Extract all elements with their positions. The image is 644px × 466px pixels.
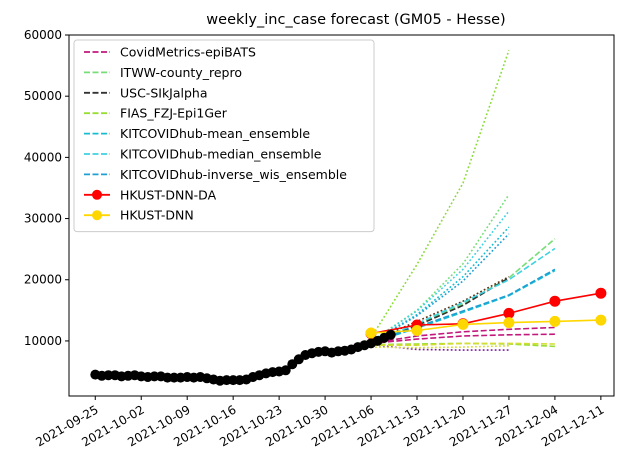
series-line-7	[370, 342, 555, 348]
series-line-15	[370, 268, 556, 344]
series-line-3	[370, 238, 556, 344]
series-point-18-0	[365, 327, 377, 339]
chart-title: weekly_inc_case forecast (GM05 - Hesse)	[206, 12, 505, 28]
series-line-18	[370, 319, 601, 334]
legend-label-0: CovidMetrics-epiBATS	[120, 45, 256, 60]
observed-layer	[90, 329, 396, 386]
series-line-13	[370, 247, 556, 344]
legend-box	[73, 39, 375, 233]
legend-label-7: HKUST-DNN-DA	[120, 187, 217, 202]
series-line-10	[370, 345, 509, 349]
observed-point-29	[280, 365, 291, 376]
series-point-18-5	[595, 314, 607, 326]
legend-label-3: FIAS_FZJ-Epi1Ger	[120, 106, 228, 121]
series-line-2	[370, 343, 509, 351]
legend-label-8: HKUST-DNN	[120, 208, 194, 223]
legend-label-2: USC-SIkJalpha	[120, 85, 208, 100]
legend-label-6: KITCOVIDhub-inverse_wis_ensemble	[120, 167, 347, 182]
y-tick-label-3: 40000	[24, 150, 62, 164]
series-line-9	[371, 342, 555, 346]
y-tick-label-1: 20000	[24, 273, 62, 287]
series-line-0	[370, 333, 555, 345]
series-point-18-1	[411, 325, 423, 336]
legend-label-5: KITCOVIDhub-median_ensemble	[120, 147, 322, 162]
series-line-4	[370, 194, 510, 343]
y-tick-label-5: 60000	[24, 28, 62, 42]
y-tick-label-2: 30000	[24, 212, 62, 226]
plot-frame	[68, 34, 615, 397]
series-line-1	[370, 326, 555, 345]
y-tick-label-4: 50000	[24, 89, 62, 103]
series-point-17-3	[503, 307, 515, 319]
y-tick-label-0: 10000	[24, 334, 62, 348]
legend-marker-7	[92, 189, 102, 200]
series-point-18-3	[503, 317, 515, 329]
series-line-8	[370, 50, 510, 339]
observed-point-45	[385, 329, 396, 340]
legend-label-1: ITWW-county_repro	[120, 65, 242, 80]
legend-marker-8	[92, 210, 102, 221]
legend: CovidMetrics-epiBATS ITWW-county_repro USC…	[73, 39, 375, 233]
series-line-17	[370, 292, 602, 335]
legend-label-4: KITCOVIDhub-mean_ensemble	[120, 126, 310, 141]
series-point-17-5	[595, 287, 607, 299]
series-point-18-4	[549, 315, 561, 327]
series-point-17-4	[549, 295, 561, 307]
series-point-18-2	[457, 318, 469, 330]
